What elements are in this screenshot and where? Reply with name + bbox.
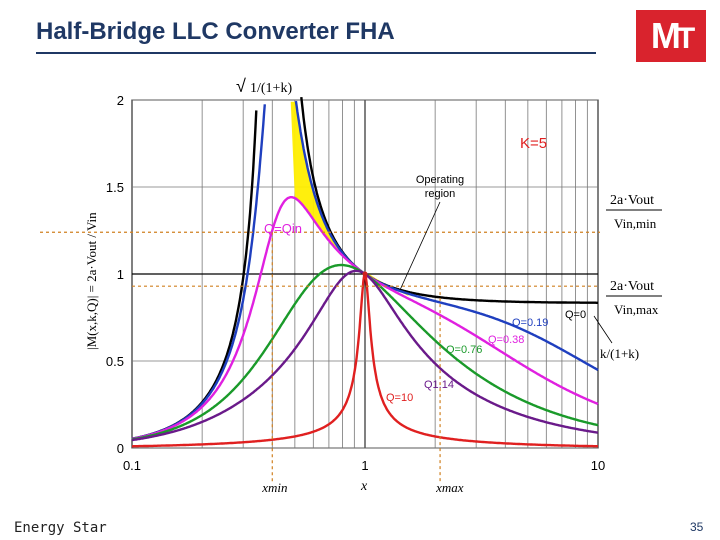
series-label: Q=0 <box>565 309 586 321</box>
asymptote-label: k/(1+k) <box>600 346 639 361</box>
operating-region <box>290 101 410 297</box>
peak-label-radical: √ <box>236 76 246 96</box>
footer-label: Energy Star <box>14 520 107 536</box>
y-tick-label: 0.5 <box>106 354 124 369</box>
asymptote-pointer <box>593 315 613 344</box>
vin-min-numerator: 2a·Vout <box>610 193 654 208</box>
series-label: Q=0.19 <box>512 317 548 329</box>
y-tick-label: 0 <box>117 441 124 456</box>
page-number: 35 <box>690 520 704 534</box>
operating-region-label: Operating <box>416 174 464 186</box>
y-tick-label: 1 <box>117 267 124 282</box>
series-label: Q1.14 <box>424 379 454 391</box>
x-tick-label: 0.1 <box>123 458 141 473</box>
series-label: Q=10 <box>386 392 413 404</box>
y-tick-label: 1.5 <box>106 180 124 195</box>
vin-min-denominator: Vin,min <box>614 216 657 231</box>
operating-region-label: region <box>425 188 456 200</box>
vin-max-numerator: 2a·Vout <box>610 279 654 294</box>
title-underline <box>36 52 596 54</box>
vin-max-denominator: Vin,max <box>614 302 659 317</box>
y-tick-label: 2 <box>117 93 124 108</box>
peak-label: 1/(1+k) <box>250 81 292 96</box>
xmax-label: xmax <box>435 480 464 495</box>
series-label: Q=0.38 <box>488 334 524 346</box>
operating-region-pointer <box>399 201 441 291</box>
q-in-label: Q=Qin <box>264 221 302 236</box>
xmin-label: xmin <box>261 480 287 495</box>
y-axis-label: |M(x,k,Q)| = 2a·Vout / Vin <box>84 212 99 350</box>
k-label: K=5 <box>520 135 547 152</box>
x-tick-label: 10 <box>591 458 605 473</box>
x-axis-label: x <box>360 479 368 494</box>
slide-title: Half-Bridge LLC Converter FHA <box>36 18 395 45</box>
series-label: Q=0.76 <box>446 344 482 356</box>
x-tick-label: 1 <box>361 458 368 473</box>
company-logo: MT <box>636 10 706 62</box>
resonance-point <box>362 271 368 277</box>
